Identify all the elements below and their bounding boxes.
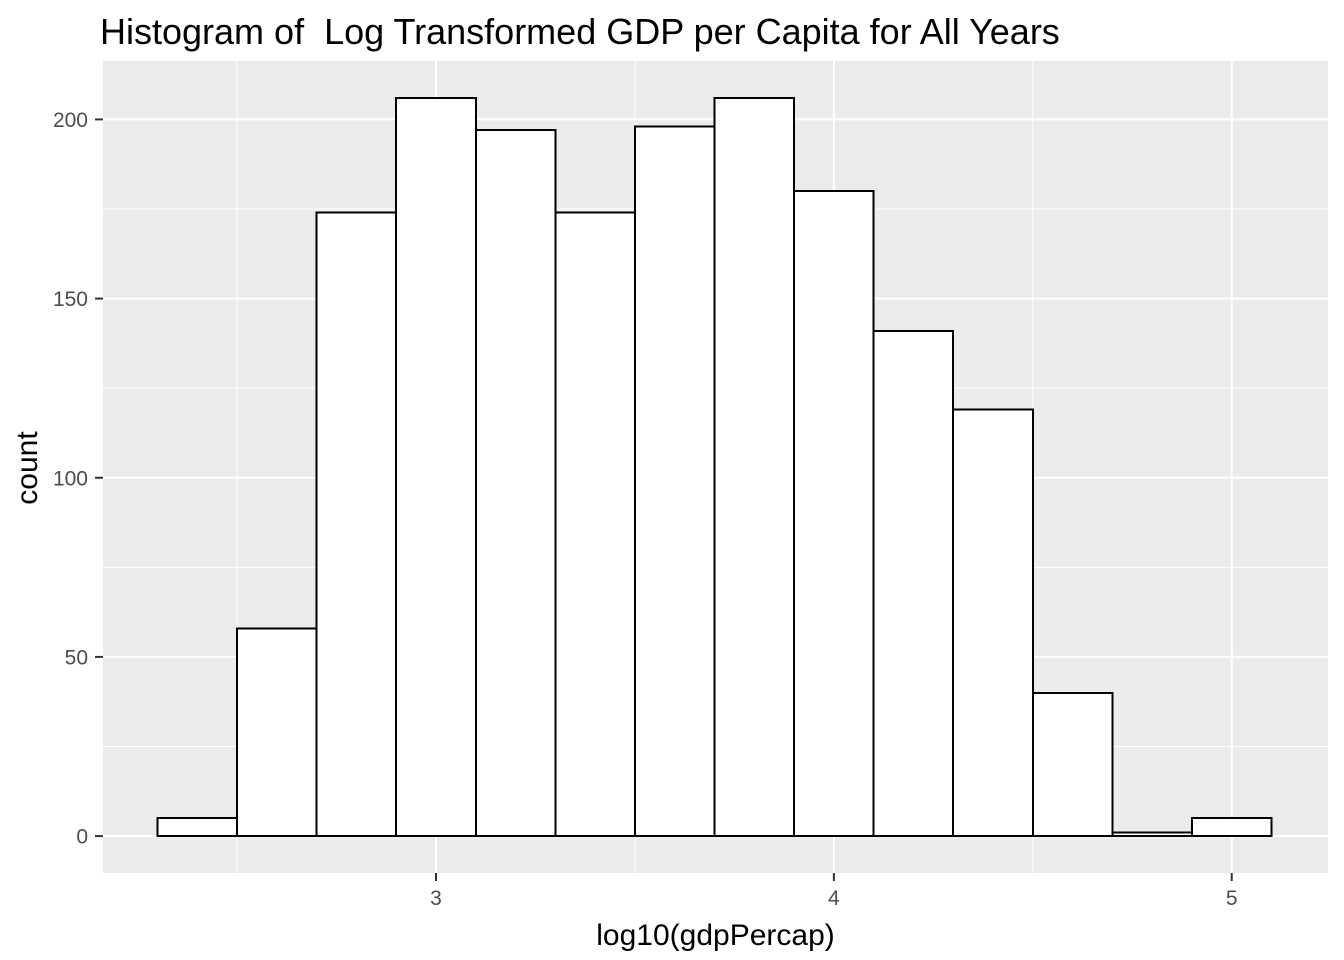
histogram-bar [633, 125, 716, 838]
histogram-bar [315, 211, 398, 838]
histogram-bar [872, 329, 955, 838]
x-tick-label: 5 [1226, 887, 1238, 910]
y-tick-label: 150 [53, 288, 88, 311]
histogram-bars [156, 96, 1273, 838]
y-tick-label: 50 [65, 646, 88, 669]
y-tick-label: 100 [53, 467, 88, 490]
histogram-bar [713, 96, 796, 838]
histogram-bar [1111, 831, 1193, 838]
y-axis-title: count [11, 431, 44, 505]
histogram-bar [474, 129, 557, 838]
histogram-bar [952, 408, 1034, 838]
chart-title: Histogram of Log Transformed GDP per Cap… [100, 11, 1060, 52]
y-tick-label: 200 [53, 109, 88, 132]
histogram-bar [236, 627, 318, 838]
histogram-bar [156, 817, 239, 838]
histogram-bar [1031, 691, 1114, 838]
x-axis-title: log10(gdpPercap) [596, 919, 835, 952]
axis-tick-marks [95, 118, 1233, 881]
x-tick-label: 3 [430, 887, 442, 910]
histogram-bar [1190, 817, 1273, 838]
histogram-bar [554, 211, 636, 838]
x-tick-label: 4 [828, 887, 840, 910]
histogram-bar [395, 96, 477, 838]
histogram-bar [793, 190, 875, 838]
y-tick-label: 0 [76, 826, 88, 849]
